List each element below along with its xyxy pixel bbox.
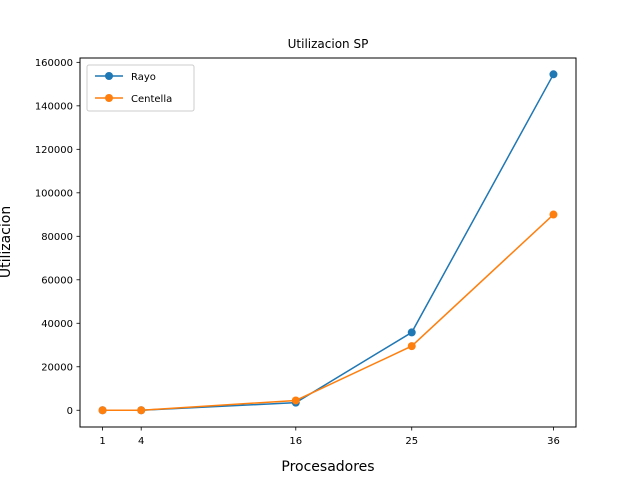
- y-axis: 0 20000 40000 60000 80000 100000 120000 140000 1…: [35, 58, 80, 417]
- x-tick-label: 4: [138, 436, 144, 447]
- chart-title: Utilizacion SP: [288, 37, 369, 51]
- y-tick-label: 100000: [35, 188, 73, 199]
- x-tick-label: 36: [547, 436, 560, 447]
- legend-label: Centella: [131, 94, 172, 105]
- data-point-centella: [137, 406, 146, 415]
- x-axis-label: Procesadores: [281, 459, 374, 475]
- plot-area: [98, 70, 558, 415]
- y-tick-label: 120000: [35, 145, 73, 156]
- data-point-centella: [549, 210, 558, 219]
- data-point-rayo: [407, 328, 416, 337]
- data-point-centella: [291, 396, 300, 405]
- legend-marker: [105, 72, 113, 80]
- x-tick-label: 25: [405, 436, 418, 447]
- series-line-rayo: [102, 73, 555, 412]
- y-tick-label: 20000: [41, 362, 73, 373]
- legend-marker: [105, 94, 113, 102]
- x-tick-label: 1: [99, 436, 105, 447]
- y-axis-label: Utilizacion: [0, 206, 14, 278]
- y-tick-label: 60000: [41, 275, 73, 286]
- legend: Rayo Centella: [86, 64, 195, 112]
- y-tick-label: 40000: [41, 319, 73, 330]
- x-tick-label: 16: [289, 436, 302, 447]
- series-line-centella: [102, 214, 554, 412]
- y-tick-label: 160000: [35, 58, 73, 69]
- legend-label: Rayo: [131, 72, 156, 83]
- axes-frame: [79, 57, 577, 428]
- y-tick-label: 0: [67, 406, 73, 417]
- y-tick-label: 80000: [41, 232, 73, 243]
- y-tick-label: 140000: [35, 101, 73, 112]
- data-point-centella: [98, 406, 107, 415]
- data-point-centella: [407, 342, 416, 351]
- data-point-rayo: [549, 70, 558, 79]
- x-axis: 1 4 16 25 36: [99, 427, 560, 447]
